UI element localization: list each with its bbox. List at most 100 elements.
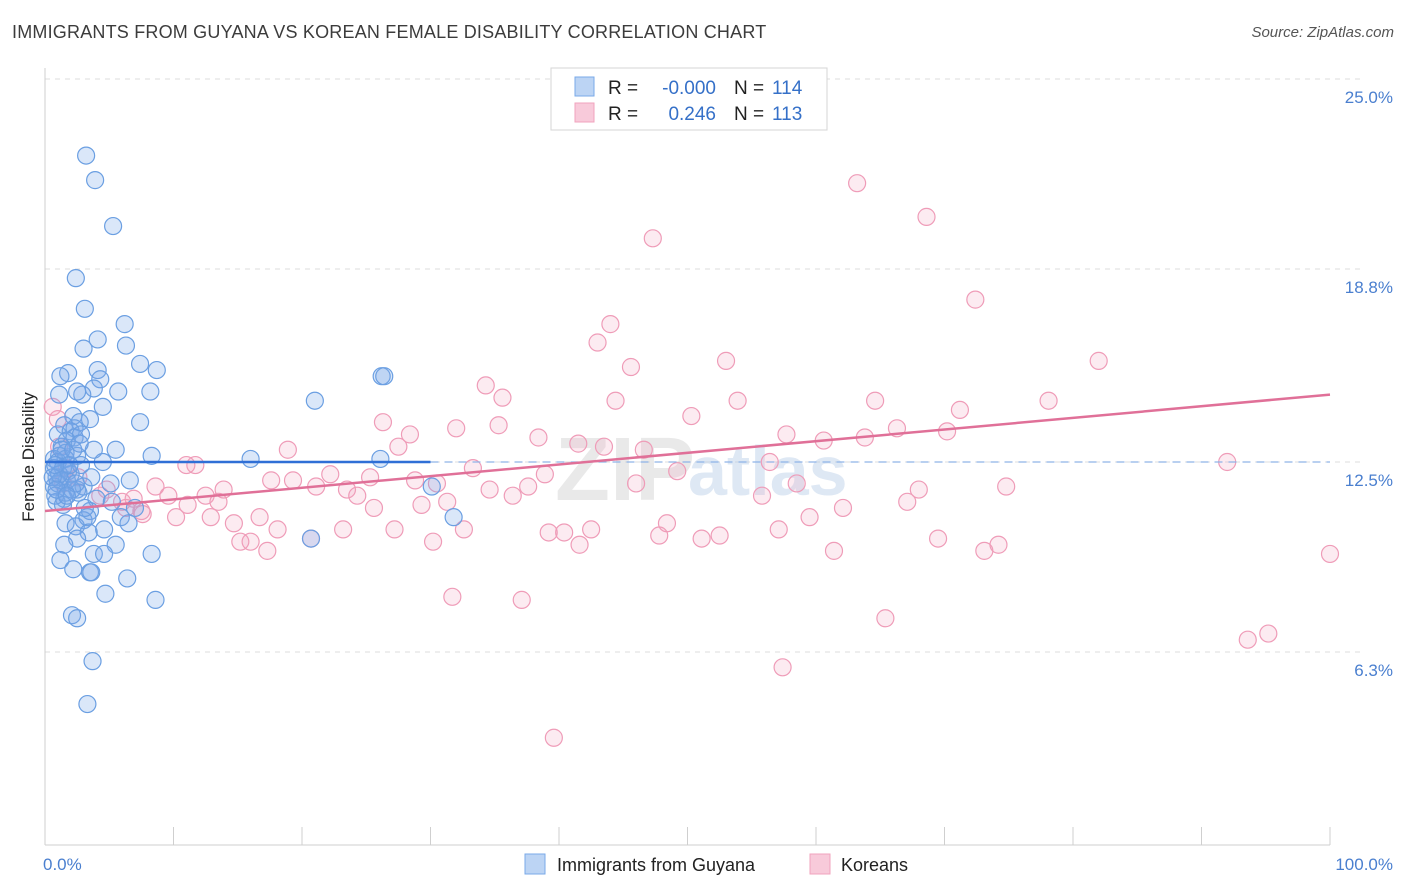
point-koreans-75	[643, 229, 662, 248]
point-guyana-4	[75, 299, 94, 318]
point-guyana-3	[66, 269, 85, 288]
bottom-legend-label-guyana: Immigrants from Guyana	[557, 855, 756, 875]
point-koreans-102	[928, 529, 948, 548]
point-koreans-64	[555, 523, 574, 542]
point-guyana-81	[51, 550, 70, 570]
point-guyana-53	[120, 471, 139, 490]
point-guyana-87	[146, 590, 165, 609]
bottom-legend-label-koreans: Koreans	[841, 855, 908, 875]
point-koreans-56	[493, 388, 512, 407]
series-guyana-points	[43, 146, 463, 714]
point-koreans-90	[800, 508, 819, 527]
point-koreans-60	[529, 428, 548, 447]
point-guyana-89	[68, 609, 87, 628]
point-guyana-0	[77, 146, 96, 165]
point-koreans-101	[917, 207, 936, 226]
point-koreans-46	[423, 532, 443, 551]
point-guyana-2	[104, 216, 123, 236]
point-koreans-84	[752, 486, 772, 505]
point-guyana-113	[70, 434, 89, 453]
legend-r-label-1: R =	[608, 78, 638, 99]
x-tick-label-max: 100.0%	[1335, 855, 1393, 874]
source-label: Source: ZipAtlas.com	[1251, 24, 1394, 41]
point-guyana-15	[305, 391, 324, 410]
point-guyana-69	[56, 514, 75, 533]
point-koreans-22	[209, 492, 228, 511]
point-koreans-24	[231, 532, 250, 551]
point-koreans-54	[480, 480, 499, 499]
bottom-legend-swatch-guyana	[524, 853, 546, 875]
point-koreans-53	[476, 376, 495, 395]
point-guyana-74	[79, 523, 98, 542]
legend-r-value-2: 0.246	[668, 104, 716, 125]
point-koreans-94	[848, 174, 867, 193]
point-koreans-86	[769, 520, 788, 539]
point-guyana-6	[88, 330, 107, 349]
point-koreans-70	[601, 315, 620, 334]
point-guyana-73	[95, 520, 114, 539]
point-koreans-43	[400, 425, 420, 444]
point-koreans-45	[412, 495, 431, 514]
watermark-zip: ZIP	[555, 420, 695, 520]
point-koreans-66	[570, 535, 589, 554]
legend-swatch-guyana	[574, 76, 595, 97]
grid-lines	[45, 78, 1365, 653]
point-guyana-10	[147, 360, 166, 380]
point-guyana-94	[422, 477, 441, 496]
point-koreans-15	[166, 508, 186, 527]
point-guyana-84	[82, 563, 101, 582]
legend-swatch-koreans	[574, 102, 595, 123]
point-koreans-89	[787, 474, 806, 493]
point-koreans-105	[966, 290, 985, 309]
point-koreans-36	[337, 480, 357, 499]
point-guyana-93	[371, 449, 390, 469]
point-koreans-73	[626, 474, 646, 493]
y-tick-label-3: 25.0%	[1345, 88, 1393, 107]
point-guyana-19	[68, 382, 87, 401]
point-koreans-61	[535, 465, 554, 484]
point-guyana-58	[101, 474, 120, 493]
point-koreans-114	[1320, 544, 1340, 564]
point-koreans-59	[519, 477, 538, 496]
point-koreans-78	[668, 462, 687, 481]
point-guyana-92	[301, 529, 321, 548]
point-guyana-72	[119, 514, 138, 533]
point-koreans-65	[569, 434, 588, 453]
point-guyana-86	[96, 584, 115, 603]
point-guyana-7	[74, 339, 93, 358]
point-koreans-104	[950, 400, 970, 420]
point-guyana-111	[46, 455, 65, 475]
point-koreans-27	[258, 541, 277, 560]
legend-n-label-2: N =	[734, 104, 764, 125]
point-guyana-12	[51, 367, 70, 386]
point-guyana-85	[118, 569, 137, 588]
point-koreans-108	[997, 477, 1016, 496]
point-koreans-35	[334, 520, 353, 539]
x-tick-label-min: 0.0%	[43, 855, 82, 874]
point-guyana-82	[64, 560, 83, 579]
point-koreans-58	[512, 590, 531, 609]
point-guyana-45	[241, 449, 260, 469]
point-koreans-25	[241, 532, 260, 551]
point-koreans-62	[539, 523, 558, 542]
point-koreans-37	[348, 486, 367, 505]
point-guyana-21	[141, 382, 160, 401]
point-guyana-36	[106, 440, 125, 459]
watermark: ZIP atlas	[555, 420, 848, 520]
point-koreans-29	[268, 520, 287, 539]
legend-n-value-1: 114	[772, 78, 803, 99]
point-koreans-82	[716, 351, 736, 370]
bottom-legend: Immigrants from Guyana Koreans	[524, 853, 908, 875]
point-guyana-64	[102, 492, 121, 511]
point-koreans-79	[682, 406, 701, 426]
point-koreans-18	[177, 455, 196, 475]
point-koreans-77	[657, 514, 677, 533]
chart-title: IMMIGRANTS FROM GUYANA VS KOREAN FEMALE …	[12, 22, 767, 42]
point-guyana-5	[115, 315, 134, 334]
point-koreans-55	[489, 416, 508, 435]
point-koreans-83	[728, 391, 747, 410]
point-koreans-74	[634, 440, 653, 459]
point-koreans-88	[777, 425, 796, 444]
point-koreans-80	[692, 529, 711, 548]
